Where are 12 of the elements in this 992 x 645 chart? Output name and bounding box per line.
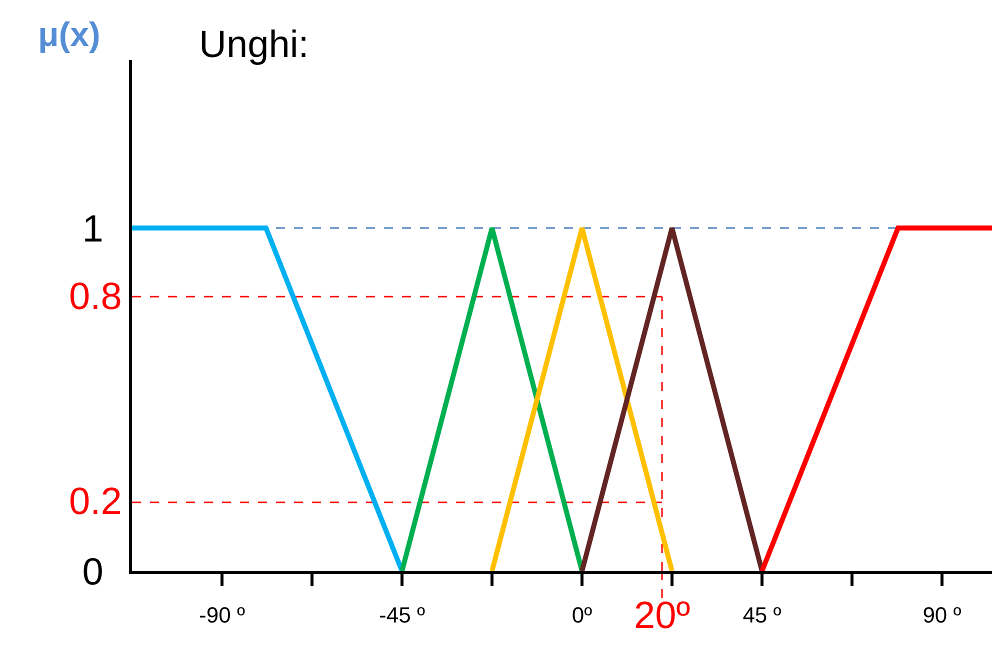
chart-title: Unghi: [199,24,309,66]
ref-line-label: 20º [634,595,690,637]
y-tick-label: 1 [82,208,104,250]
x-tick-label: -45 º [379,602,425,628]
ref-line-label: 0.2 [69,481,122,523]
x-tick-label: -90 º [199,602,245,628]
x-tick-label: 0º [572,602,592,628]
ref-line-label: 0.8 [69,276,122,318]
y-axis-title: μ(x) [38,16,100,54]
y-tick-label: 0 [82,551,104,594]
x-tick-label: 90 º [922,602,962,628]
x-tick-label: 45 º [742,602,782,628]
